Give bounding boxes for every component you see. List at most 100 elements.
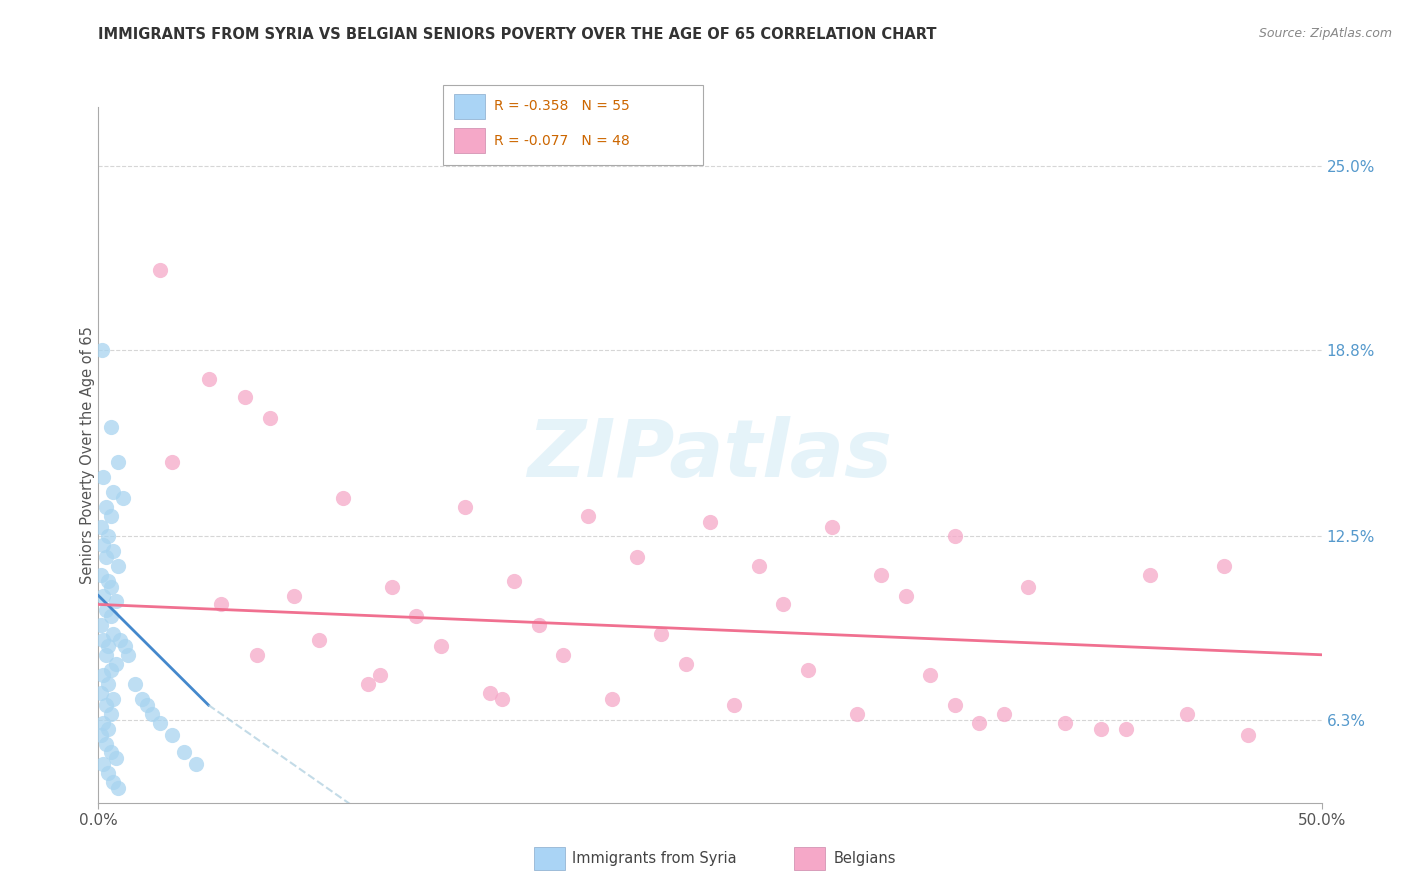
Point xyxy=(699,515,721,529)
Point xyxy=(136,698,159,712)
Point xyxy=(160,455,183,469)
Point xyxy=(90,686,112,700)
Point xyxy=(101,544,124,558)
Text: IMMIGRANTS FROM SYRIA VS BELGIAN SENIORS POVERTY OVER THE AGE OF 65 CORRELATION : IMMIGRANTS FROM SYRIA VS BELGIAN SENIORS… xyxy=(98,27,936,42)
Point xyxy=(381,580,404,594)
Point xyxy=(1212,558,1234,573)
Point xyxy=(104,751,127,765)
Point xyxy=(920,668,942,682)
Y-axis label: Seniors Poverty Over the Age of 65: Seniors Poverty Over the Age of 65 xyxy=(80,326,94,584)
Point xyxy=(97,529,120,543)
Point xyxy=(114,639,136,653)
Text: R = -0.358   N = 55: R = -0.358 N = 55 xyxy=(494,99,630,113)
Point xyxy=(101,692,124,706)
Point xyxy=(650,627,672,641)
Point xyxy=(1090,722,1112,736)
Point xyxy=(101,484,124,499)
Point xyxy=(368,668,391,682)
Point xyxy=(90,520,112,534)
Point xyxy=(107,780,129,795)
Point xyxy=(97,766,120,780)
Point xyxy=(94,603,117,617)
Text: Belgians: Belgians xyxy=(834,852,896,866)
Point xyxy=(1175,706,1198,721)
Point xyxy=(356,677,378,691)
Point xyxy=(233,390,256,404)
Point xyxy=(90,728,112,742)
Point xyxy=(283,589,305,603)
Point xyxy=(197,372,219,386)
Point xyxy=(101,775,124,789)
Point xyxy=(173,746,195,760)
Point xyxy=(845,706,868,721)
Point xyxy=(94,698,117,712)
Point xyxy=(101,627,124,641)
Point xyxy=(107,558,129,573)
Point xyxy=(797,663,820,677)
Point xyxy=(100,663,122,677)
Point xyxy=(91,715,114,730)
Point xyxy=(454,500,477,514)
Point xyxy=(94,500,117,514)
Text: R = -0.077   N = 48: R = -0.077 N = 48 xyxy=(494,134,630,148)
Point xyxy=(97,722,120,736)
Point xyxy=(553,648,575,662)
Text: Source: ZipAtlas.com: Source: ZipAtlas.com xyxy=(1258,27,1392,40)
Point xyxy=(870,567,893,582)
Point xyxy=(94,648,117,662)
Point xyxy=(91,538,114,552)
Point xyxy=(675,657,697,671)
Point xyxy=(141,706,163,721)
Point xyxy=(100,580,122,594)
Point xyxy=(124,677,146,691)
Point xyxy=(107,455,129,469)
Point xyxy=(94,737,117,751)
Point xyxy=(90,567,112,582)
Point xyxy=(186,757,208,772)
Point xyxy=(117,648,139,662)
Point xyxy=(149,263,172,277)
Point xyxy=(527,618,550,632)
Point xyxy=(967,715,990,730)
Point xyxy=(104,594,127,608)
Point xyxy=(97,639,120,653)
Point xyxy=(100,609,122,624)
Point xyxy=(160,728,183,742)
Point xyxy=(1237,728,1260,742)
Point xyxy=(723,698,745,712)
Point xyxy=(943,698,966,712)
Point xyxy=(1053,715,1076,730)
Point xyxy=(100,419,122,434)
Point xyxy=(576,508,599,523)
Point xyxy=(626,550,648,565)
Point xyxy=(491,692,513,706)
Point xyxy=(90,618,112,632)
Point xyxy=(100,508,122,523)
Point xyxy=(97,574,120,588)
Point xyxy=(100,746,122,760)
Point xyxy=(91,589,114,603)
Point xyxy=(1139,567,1161,582)
Point xyxy=(246,648,269,662)
Point xyxy=(993,706,1015,721)
Point xyxy=(149,715,172,730)
Point xyxy=(131,692,153,706)
Point xyxy=(600,692,623,706)
Point xyxy=(91,470,114,484)
Point xyxy=(478,686,501,700)
Point xyxy=(91,632,114,647)
Point xyxy=(1115,722,1137,736)
Point xyxy=(111,491,134,505)
Point xyxy=(430,639,453,653)
Point xyxy=(894,589,917,603)
Point xyxy=(209,598,232,612)
Point xyxy=(821,520,844,534)
Point xyxy=(110,632,132,647)
Point xyxy=(91,668,114,682)
Point xyxy=(308,632,330,647)
Point xyxy=(332,491,354,505)
Point xyxy=(100,706,122,721)
Point xyxy=(943,529,966,543)
Point xyxy=(97,677,120,691)
Point xyxy=(104,657,127,671)
